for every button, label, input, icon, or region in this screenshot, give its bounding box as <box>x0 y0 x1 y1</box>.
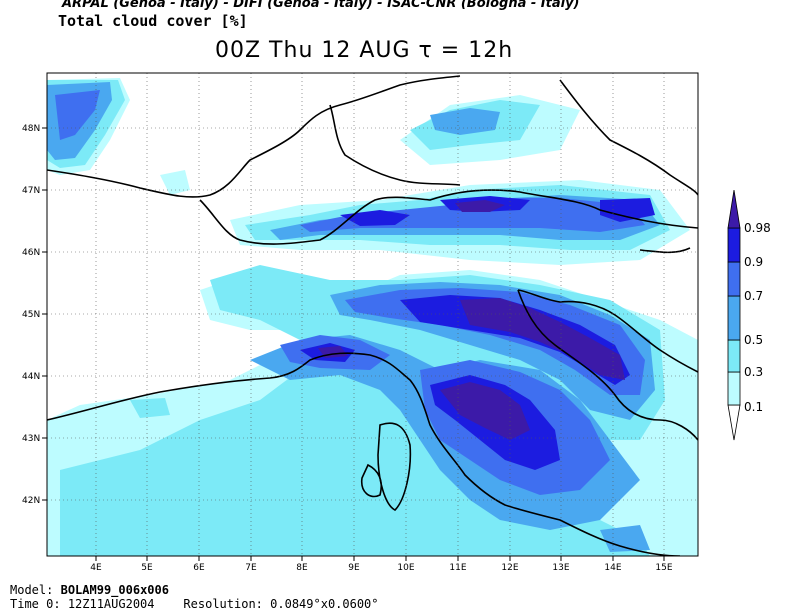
legend-swatch <box>727 227 741 263</box>
lon-label: 15E <box>655 563 672 573</box>
model-value: BOLAM99_006x006 <box>60 583 169 597</box>
lon-label: 13E <box>552 563 569 573</box>
lat-label: 42N <box>22 496 40 506</box>
main-title: 00Z Thu 12 AUG τ = 12h <box>215 38 514 63</box>
lon-ticks <box>95 556 665 561</box>
footer-time-line: Time 0: 12Z11AUG2004 Resolution: 0.0849°… <box>10 597 379 611</box>
lon-labels: 4E 5E 6E 7E 8E 9E 10E 11E 12E 13E 14E 15… <box>90 563 673 573</box>
variable-title: Total cloud cover [%] <box>58 12 248 30</box>
graticule <box>47 73 698 556</box>
lat-label: 48N <box>22 124 40 134</box>
footer-model-line: Model: BOLAM99_006x006 <box>10 583 379 597</box>
lon-label: 6E <box>193 563 205 573</box>
footer-info: Model: BOLAM99_006x006 Time 0: 12Z11AUG2… <box>10 583 379 611</box>
legend-labels: 0.1 0.3 0.5 0.7 0.9 0.98 <box>744 221 771 414</box>
legend-label: 0.5 <box>744 333 763 347</box>
lat-label: 44N <box>22 372 40 382</box>
legend-label: 0.1 <box>744 400 763 414</box>
color-legend <box>727 189 741 441</box>
legend-label: 0.3 <box>744 365 763 379</box>
legend-label: 0.9 <box>744 255 763 269</box>
resolution-value: 0.0849°x0.0600° <box>270 597 379 611</box>
time-label: Time 0: <box>10 597 61 611</box>
resolution-label: Resolution: <box>183 597 263 611</box>
legend-upper-arrow <box>727 189 741 229</box>
lon-label: 10E <box>397 563 414 573</box>
lon-label: 11E <box>449 563 466 573</box>
lon-label: 4E <box>90 563 102 573</box>
credits-line: ARPAL (Genoa - Italy) - DIFI (Genoa - It… <box>62 0 580 11</box>
lon-label: 9E <box>348 563 360 573</box>
lat-label: 45N <box>22 310 40 320</box>
time-value: 12Z11AUG2004 <box>67 597 155 611</box>
legend-lower-arrow <box>727 404 741 441</box>
lat-label: 46N <box>22 248 40 258</box>
coastlines <box>47 75 698 556</box>
lon-label: 7E <box>245 563 257 573</box>
lat-label: 43N <box>22 434 40 444</box>
lat-ticks <box>42 127 47 501</box>
legend-swatch <box>727 339 741 373</box>
legend-swatch <box>727 261 741 297</box>
lat-labels: 48N 47N 46N 45N 44N 43N 42N <box>22 124 40 506</box>
lat-label: 47N <box>22 186 40 196</box>
legend-swatch <box>727 295 741 341</box>
legend-swatch <box>727 371 741 406</box>
legend-label: 0.98 <box>744 221 771 235</box>
lon-label: 5E <box>141 563 153 573</box>
lon-label: 12E <box>501 563 518 573</box>
cloud-fields <box>47 78 698 556</box>
model-label: Model: <box>10 583 54 597</box>
lon-label: 8E <box>296 563 308 573</box>
legend-label: 0.7 <box>744 289 763 303</box>
lon-label: 14E <box>604 563 621 573</box>
